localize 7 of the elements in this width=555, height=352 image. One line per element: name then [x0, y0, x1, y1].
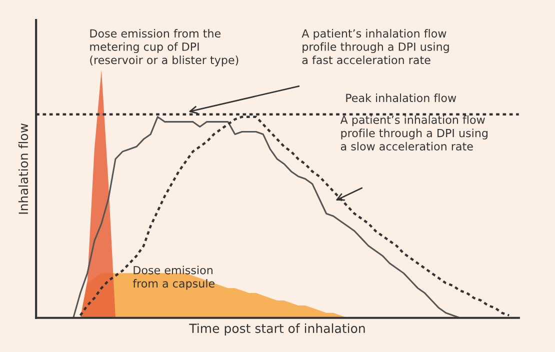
y-axis-title: Inhalation flow	[18, 123, 28, 214]
x-axis-title: Time post start of inhalation	[189, 323, 365, 336]
annotation: A patient’s inhalation flow profile through a DPI using a slow acceleration rate	[340, 115, 488, 151]
text: A patient’s inhalation flow profile through a DPI using a fast acceleration rate	[302, 29, 449, 64]
ref-line-label: Peak inhalation flow	[346, 94, 456, 102]
annotation: Dose emission from a capsule	[132, 266, 214, 290]
text: Dose emission from the metering cup of DPI (reservoir or a blister type)	[90, 29, 238, 66]
